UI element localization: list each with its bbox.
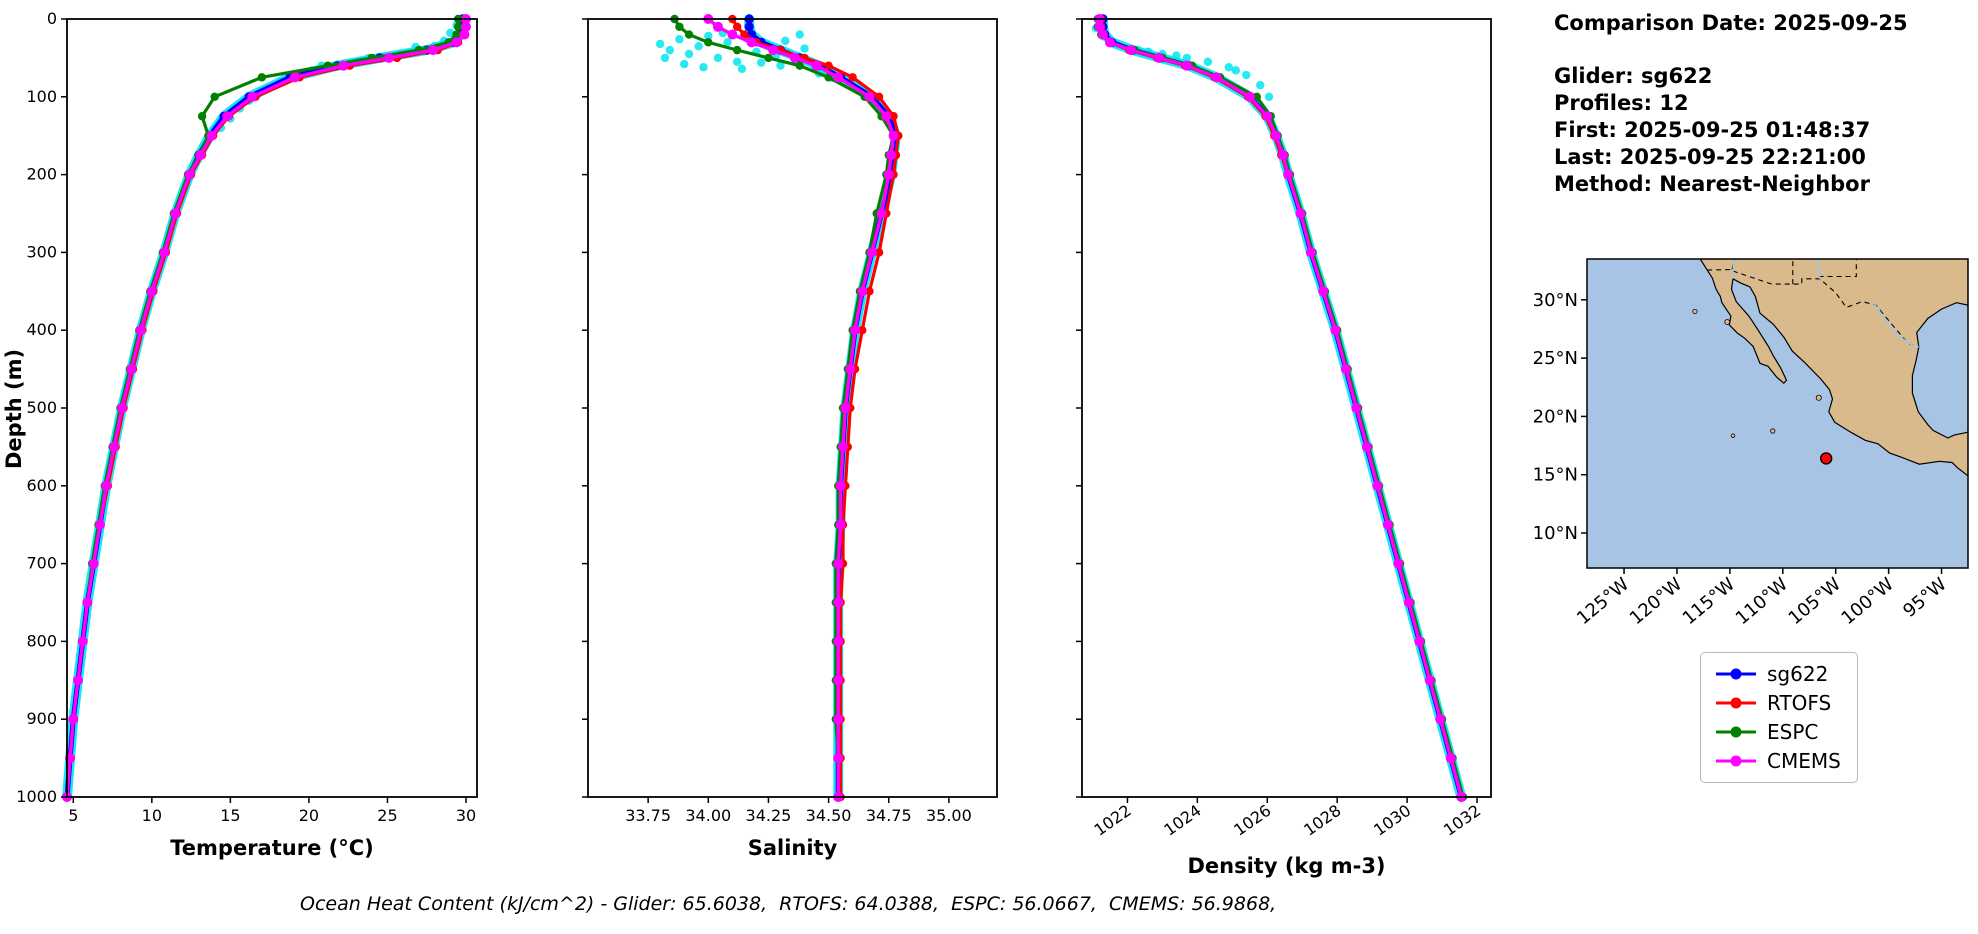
last-profile-time-text: Last: 2025-09-25 22:21:00 bbox=[1554, 145, 1866, 169]
svg-text:700: 700 bbox=[26, 554, 57, 573]
svg-text:34.50: 34.50 bbox=[806, 806, 852, 825]
svg-text:5: 5 bbox=[68, 806, 78, 825]
svg-text:105°W: 105°W bbox=[1785, 574, 1846, 630]
legend-label: RTOFS bbox=[1767, 691, 1832, 715]
legend-box: sg622 RTOFS ESPC CMEMS bbox=[1700, 652, 1858, 783]
svg-text:1032: 1032 bbox=[1440, 801, 1484, 840]
svg-text:33.75: 33.75 bbox=[625, 806, 671, 825]
legend-item-rtofs: RTOFS bbox=[1713, 691, 1841, 715]
svg-text:110°W: 110°W bbox=[1732, 574, 1793, 630]
island bbox=[1730, 433, 1736, 438]
svg-text:100: 100 bbox=[26, 87, 57, 106]
svg-text:30: 30 bbox=[456, 806, 476, 825]
series-CMEMS bbox=[62, 14, 472, 802]
first-profile-time-text: First: 2025-09-25 01:48:37 bbox=[1554, 118, 1871, 142]
x-axis-label-density: Density (kg m-3) bbox=[1187, 854, 1386, 878]
method-text: Method: Nearest-Neighbor bbox=[1554, 172, 1870, 196]
svg-text:900: 900 bbox=[26, 709, 57, 728]
svg-text:1028: 1028 bbox=[1300, 801, 1344, 840]
series-CMEMS bbox=[1094, 14, 1467, 802]
svg-text:34.25: 34.25 bbox=[746, 806, 792, 825]
legend-marker-icon bbox=[1716, 697, 1756, 709]
svg-text:30°N: 30°N bbox=[1533, 290, 1578, 311]
svg-text:800: 800 bbox=[26, 631, 57, 650]
svg-text:15: 15 bbox=[220, 806, 240, 825]
svg-text:10: 10 bbox=[142, 806, 162, 825]
salinity-plot: 33.75 34.00 34.25 34.50 34.75 35.00 bbox=[582, 14, 998, 825]
island bbox=[1724, 319, 1731, 325]
svg-text:1000: 1000 bbox=[16, 787, 57, 806]
legend-marker-icon bbox=[1716, 726, 1756, 738]
svg-text:0: 0 bbox=[47, 9, 57, 28]
legend-label: ESPC bbox=[1767, 720, 1819, 744]
legend-item-cmems: CMEMS bbox=[1713, 749, 1841, 773]
island bbox=[1770, 428, 1776, 434]
river-line bbox=[1731, 258, 1737, 279]
svg-text:35.00: 35.00 bbox=[926, 806, 972, 825]
density-plot: 1022 1024 1026 1028 1030 1032 bbox=[1076, 14, 1492, 840]
border-line bbox=[1818, 259, 1857, 278]
svg-text:600: 600 bbox=[26, 476, 57, 495]
svg-text:200: 200 bbox=[26, 165, 57, 184]
svg-text:15°N: 15°N bbox=[1533, 465, 1578, 486]
svg-text:1026: 1026 bbox=[1230, 801, 1274, 840]
land-mass bbox=[1700, 259, 1968, 476]
ocean-heat-content-caption: Ocean Heat Content (kJ/cm^2) - Glider: 6… bbox=[300, 893, 1277, 915]
location-map: 10°N 15°N 20°N 25°N 30°N 125°W120°W115°W110°W… bbox=[1533, 258, 1969, 630]
legend-item-sg622: sg622 bbox=[1713, 662, 1841, 686]
x-axis-label-temperature: Temperature (°C) bbox=[170, 836, 374, 860]
svg-text:25: 25 bbox=[377, 806, 397, 825]
comparison-date-text: Comparison Date: 2025-09-25 bbox=[1554, 11, 1908, 35]
svg-text:20°N: 20°N bbox=[1533, 406, 1578, 427]
glider-name-text: Glider: sg622 bbox=[1554, 64, 1713, 88]
series-CMEMS bbox=[703, 14, 899, 802]
svg-text:25°N: 25°N bbox=[1533, 348, 1578, 369]
svg-text:115°W: 115°W bbox=[1679, 574, 1740, 630]
svg-text:120°W: 120°W bbox=[1626, 574, 1687, 630]
glider-position-marker bbox=[1819, 452, 1833, 465]
svg-text:34.75: 34.75 bbox=[866, 806, 912, 825]
info-panel: Comparison Date: 2025-09-25 Glider: sg62… bbox=[1554, 10, 1908, 198]
svg-text:10°N: 10°N bbox=[1533, 523, 1578, 544]
island bbox=[1692, 308, 1698, 315]
legend-label: CMEMS bbox=[1767, 749, 1841, 773]
legend-marker-icon bbox=[1716, 755, 1756, 767]
x-axis-label-salinity: Salinity bbox=[747, 836, 838, 860]
profiles-count-text: Profiles: 12 bbox=[1554, 91, 1689, 115]
temperature-plot: 5 10 15 20 25 3001002003004005006007008009001… bbox=[16, 9, 478, 825]
svg-text:20: 20 bbox=[299, 806, 319, 825]
svg-text:1030: 1030 bbox=[1370, 801, 1414, 840]
svg-text:300: 300 bbox=[26, 242, 57, 261]
svg-text:95°W: 95°W bbox=[1899, 574, 1951, 622]
svg-text:100°W: 100°W bbox=[1837, 574, 1898, 630]
svg-text:400: 400 bbox=[26, 320, 57, 339]
svg-text:500: 500 bbox=[26, 398, 57, 417]
legend-marker-icon bbox=[1716, 668, 1756, 680]
river-line bbox=[1872, 301, 1919, 348]
svg-text:1022: 1022 bbox=[1090, 801, 1134, 840]
info-spacer bbox=[1554, 37, 1908, 63]
svg-text:125°W: 125°W bbox=[1573, 574, 1634, 630]
legend-item-espc: ESPC bbox=[1713, 720, 1841, 744]
y-axis-label-depth: Depth (m) bbox=[2, 348, 26, 470]
island bbox=[1815, 394, 1822, 401]
river-line bbox=[1815, 258, 1821, 279]
svg-text:34.00: 34.00 bbox=[685, 806, 731, 825]
svg-text:1024: 1024 bbox=[1160, 801, 1204, 840]
legend-label: sg622 bbox=[1767, 662, 1829, 686]
